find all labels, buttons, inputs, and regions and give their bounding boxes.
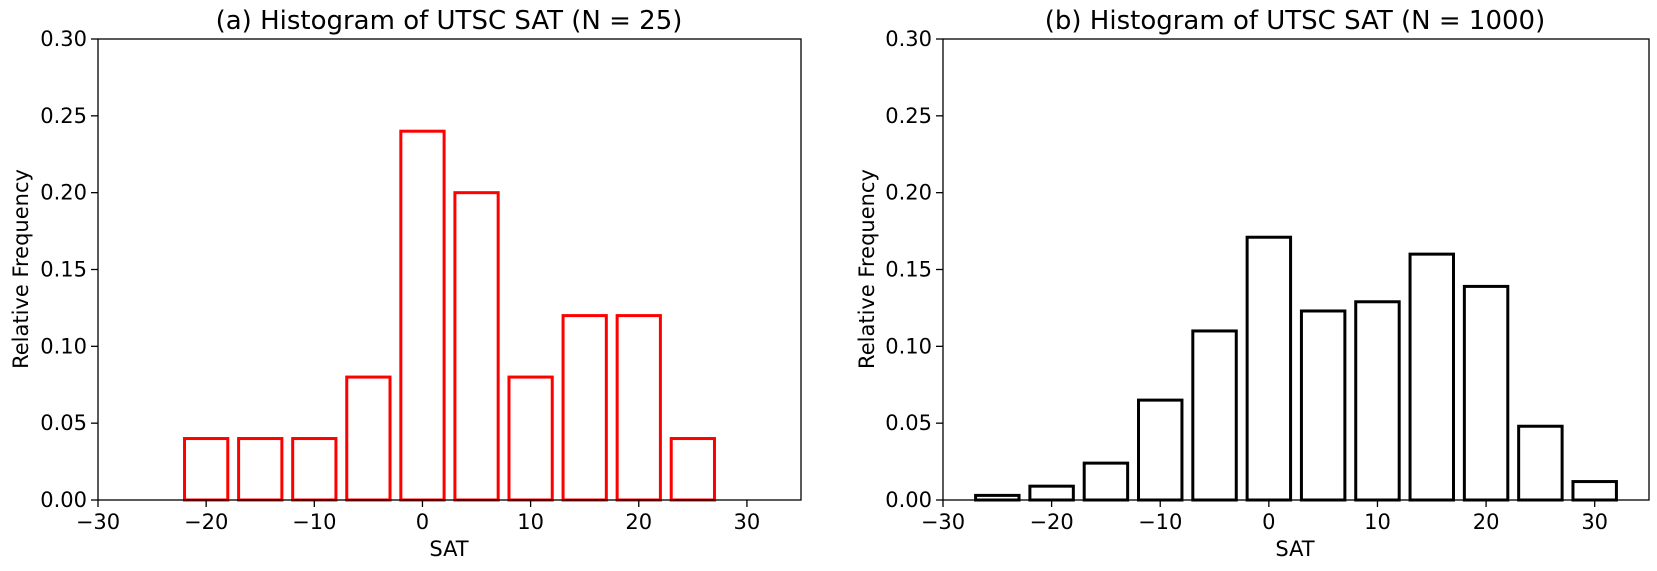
y-tick-label: 0.10 xyxy=(885,334,932,358)
histogram-bar xyxy=(291,437,338,502)
histogram-bar xyxy=(1028,484,1075,502)
histogram-bar xyxy=(1517,424,1564,502)
x-tick-label: −30 xyxy=(76,510,120,534)
y-tick-label: 0.05 xyxy=(40,411,87,435)
histogram-bar xyxy=(1299,309,1347,502)
histogram-bar xyxy=(1354,300,1401,502)
y-tick-label: 0.25 xyxy=(40,104,87,128)
x-tick-label: 20 xyxy=(1473,510,1500,534)
histogram-bar xyxy=(974,493,1021,502)
histogram-bar xyxy=(615,314,662,502)
x-tick-label: 20 xyxy=(625,510,652,534)
y-axis-ticks: 0.00 0.05 0.10 0.15 0.20 0.25 0.30 xyxy=(885,27,943,512)
x-tick-label: 30 xyxy=(1581,510,1608,534)
histogram-bar xyxy=(1408,252,1455,502)
x-tick-label: 30 xyxy=(734,510,761,534)
histogram-bar xyxy=(183,437,230,502)
x-tick-label: 0 xyxy=(1262,510,1275,534)
y-axis-ticks: 0.00 0.05 0.10 0.15 0.20 0.25 0.30 xyxy=(40,27,98,512)
x-tick-label: −20 xyxy=(1029,510,1073,534)
histogram-bar xyxy=(453,191,500,502)
histogram-bar xyxy=(669,437,716,502)
chart-panel-b: (b) Histogram of UTSC SAT (N = 1000) −30… xyxy=(855,6,1650,561)
y-tick-label: 0.00 xyxy=(885,488,932,512)
x-axis-ticks: −30 −20 −10 0 10 20 30 xyxy=(76,500,760,534)
y-tick-label: 0.30 xyxy=(885,27,932,51)
histogram-bar xyxy=(1191,329,1238,502)
y-tick-label: 0.15 xyxy=(885,258,932,282)
histogram-bar xyxy=(1245,235,1293,502)
histogram-bar xyxy=(561,314,608,502)
x-axis-label: SAT xyxy=(429,537,468,561)
histogram-bar xyxy=(1462,284,1510,502)
x-tick-label: 0 xyxy=(416,510,429,534)
chart-title: (a) Histogram of UTSC SAT (N = 25) xyxy=(216,6,683,36)
x-tick-label: 10 xyxy=(517,510,544,534)
y-tick-label: 0.20 xyxy=(40,181,87,205)
bar-group xyxy=(183,129,716,502)
chart-title: (b) Histogram of UTSC SAT (N = 1000) xyxy=(1045,6,1545,36)
y-tick-label: 0.30 xyxy=(40,27,87,51)
x-tick-label: 10 xyxy=(1364,510,1391,534)
x-axis-label: SAT xyxy=(1275,537,1314,561)
histogram-bar xyxy=(507,375,554,502)
y-tick-label: 0.05 xyxy=(885,411,932,435)
x-tick-label: −10 xyxy=(1138,510,1182,534)
y-tick-label: 0.15 xyxy=(40,258,87,282)
histogram-bar xyxy=(399,129,446,502)
plot-frame xyxy=(97,38,802,501)
bar-group xyxy=(974,235,1618,502)
y-axis-label: Relative Frequency xyxy=(855,169,879,369)
histogram-bar xyxy=(237,437,284,502)
x-axis-ticks: −30 −20 −10 0 10 20 30 xyxy=(921,500,1608,534)
y-axis-label: Relative Frequency xyxy=(9,169,33,369)
y-tick-label: 0.00 xyxy=(40,488,87,512)
chart-panel-a: (a) Histogram of UTSC SAT (N = 25) −30 −2… xyxy=(9,6,802,561)
histogram-bar xyxy=(1571,480,1618,502)
y-tick-label: 0.10 xyxy=(40,334,87,358)
y-tick-label: 0.25 xyxy=(885,104,932,128)
histogram-bar xyxy=(345,375,392,502)
x-tick-label: −20 xyxy=(184,510,228,534)
histogram-bar xyxy=(1082,461,1130,502)
plot-frame xyxy=(942,38,1650,501)
y-tick-label: 0.20 xyxy=(885,181,932,205)
x-tick-label: −10 xyxy=(292,510,336,534)
histogram-bar xyxy=(1137,398,1184,502)
x-tick-label: −30 xyxy=(921,510,965,534)
